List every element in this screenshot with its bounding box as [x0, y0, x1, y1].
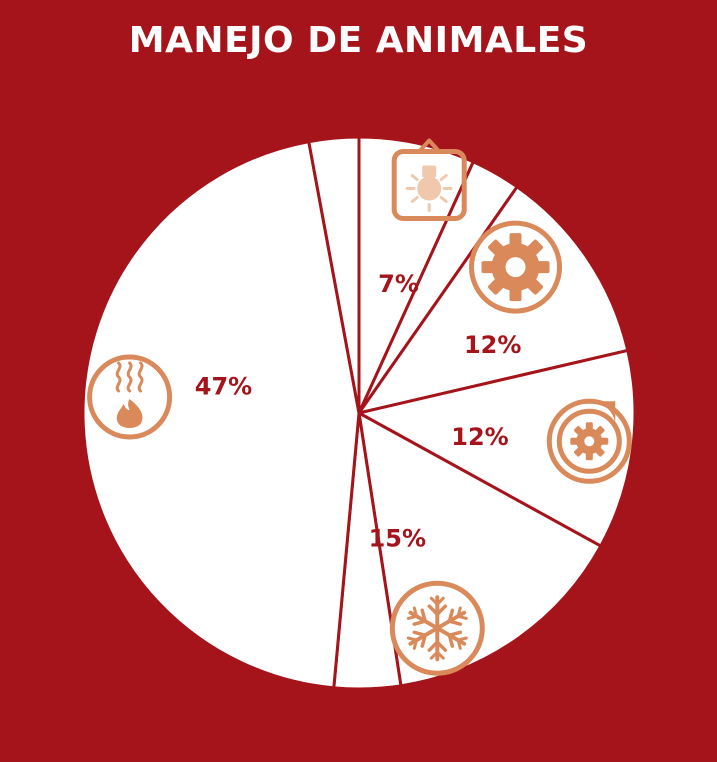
pie-slice — [357, 135, 476, 414]
pie-slice — [81, 139, 361, 690]
slice-data-label: 15% — [369, 524, 426, 552]
pie-labels: 7% 12% 12% 15% 47% — [195, 270, 522, 552]
pie-slice — [355, 184, 630, 416]
pie-icons — [87, 138, 632, 676]
pie-slice — [307, 135, 361, 414]
slice-data-label: 47% — [195, 373, 252, 401]
pie-slice — [354, 348, 637, 549]
slice-data-label: 12% — [464, 331, 521, 359]
lightbulb-icon — [391, 138, 467, 221]
fan-icon — [546, 398, 632, 484]
slice-data-label: 7% — [378, 270, 419, 298]
snowflake-icon — [389, 580, 485, 676]
gear-icon — [469, 220, 562, 314]
slice-data-label: 12% — [451, 423, 508, 451]
chart-title: MANEJO DE ANIMALES — [128, 20, 589, 61]
heat-flame-icon — [87, 354, 173, 440]
